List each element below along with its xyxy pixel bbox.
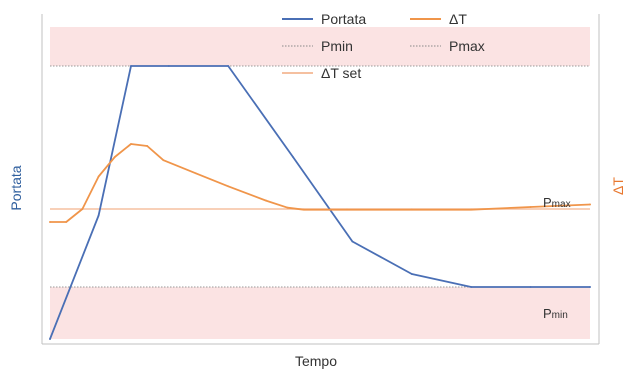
band-pmax xyxy=(50,27,590,66)
data-point-delta-t xyxy=(589,203,591,206)
legend-label-delta-t: ΔT xyxy=(449,11,467,27)
bands-layer xyxy=(50,27,590,339)
data-point-delta-t xyxy=(265,199,267,202)
data-point-delta-t xyxy=(470,208,473,211)
data-point-portata xyxy=(227,65,230,67)
data-point-delta-t xyxy=(227,185,230,188)
data-point-delta-t xyxy=(113,156,116,158)
legend: Portata ΔT Pmin Pmax ΔT set xyxy=(282,11,485,81)
data-point-delta-t xyxy=(146,145,149,147)
axes xyxy=(41,14,600,345)
legend-label-pmax: Pmax xyxy=(449,38,485,54)
series-layer xyxy=(49,65,591,340)
data-point-delta-t xyxy=(49,221,51,223)
data-point-portata xyxy=(470,286,473,288)
data-point-delta-t xyxy=(346,208,348,211)
data-point-delta-t xyxy=(81,208,84,210)
series-line-delta-t xyxy=(49,143,591,223)
data-point-portata xyxy=(167,65,170,67)
data-point-delta-t xyxy=(286,206,289,209)
data-point-delta-t xyxy=(194,172,197,175)
band-label-pmax: Pmax xyxy=(543,195,571,210)
data-point-delta-t xyxy=(162,159,165,162)
data-point-portata xyxy=(97,214,100,217)
y-axis-left-label: Portata xyxy=(8,165,24,210)
data-point-portata xyxy=(589,286,591,288)
data-point-delta-t xyxy=(410,208,413,211)
legend-label-delta-t-set: ΔT set xyxy=(321,65,361,81)
data-point-portata xyxy=(351,240,354,243)
data-point-delta-t xyxy=(130,143,132,145)
legend-label-portata: Portata xyxy=(321,11,366,27)
data-point-portata xyxy=(130,65,132,67)
data-point-portata xyxy=(529,286,532,288)
data-point-delta-t xyxy=(97,175,100,178)
data-point-portata xyxy=(410,273,413,275)
y-axis-right-label: ΔT xyxy=(610,177,624,195)
data-point-portata xyxy=(49,338,51,340)
data-point-delta-t xyxy=(529,206,532,208)
band-pmin xyxy=(50,287,590,339)
data-point-delta-t xyxy=(302,208,305,211)
data-point-portata xyxy=(292,156,294,158)
legend-label-pmin: Pmin xyxy=(321,38,353,54)
band-label-pmin: Pmin xyxy=(543,306,568,321)
reference-lines-layer xyxy=(50,65,590,288)
x-axis-label: Tempo xyxy=(295,353,337,369)
data-point-delta-t xyxy=(65,221,68,223)
